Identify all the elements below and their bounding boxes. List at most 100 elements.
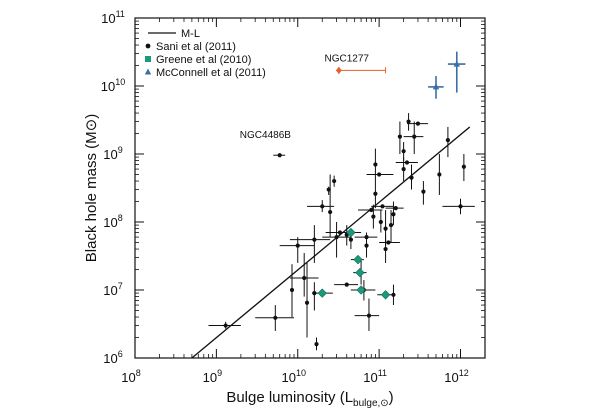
x-tick-label: 1010: [282, 368, 306, 385]
x-tick-label-base: 10: [444, 370, 458, 385]
data-point: [289, 287, 295, 293]
data-point: [332, 178, 337, 184]
data-point: [273, 315, 278, 320]
annotation-ngc1277: NGC1277: [325, 54, 370, 65]
data-point: [401, 166, 406, 172]
data-point: [364, 234, 369, 240]
data-point: [366, 313, 372, 318]
fit-line-m-l: [191, 126, 471, 359]
data-point: [326, 187, 331, 192]
y-tick-label-base: 10: [103, 351, 117, 366]
data-point: [383, 246, 388, 252]
series-greene-et-al-2010: [312, 227, 394, 300]
y-tick-label-exponent: 8: [118, 213, 123, 223]
data-point: [380, 204, 385, 209]
legend-item-m-l: M-L: [148, 28, 200, 40]
x-tick-label: 109: [203, 368, 222, 385]
data-point: [445, 138, 450, 143]
data-points-layer: [208, 51, 475, 351]
x-axis-label-close: ): [389, 389, 394, 406]
y-tick-label-base: 10: [103, 147, 117, 162]
data-point: [380, 290, 391, 300]
y-tick-label-exponent: 11: [116, 9, 125, 19]
x-tick-label-base: 10: [121, 370, 135, 385]
y-axis-label: Black hole mass (M⊙): [83, 114, 100, 262]
data-point: [302, 275, 307, 281]
data-point: [404, 160, 410, 165]
data-point: [312, 237, 317, 242]
legend-label: Greene et al (2010): [156, 54, 251, 66]
y-tick-label: 107: [103, 281, 122, 298]
data-point: [373, 191, 378, 196]
data-point: [391, 212, 396, 217]
data-point: [453, 60, 460, 67]
x-tick-label-exponent: 9: [217, 368, 222, 378]
data-point: [371, 214, 376, 219]
annotations-layer: NGC1277 NGC4486B: [240, 54, 370, 141]
data-point: [461, 164, 466, 169]
data-point: [377, 172, 382, 177]
data-point: [328, 209, 333, 215]
legend-dot-swatch: [145, 43, 151, 49]
y-tick-label-base: 10: [103, 283, 117, 298]
legend-item-mcconnell-et-al-2011: McConnell et al (2011): [144, 67, 266, 79]
data-point: [458, 204, 463, 209]
data-point: [346, 227, 356, 238]
data-point: [406, 119, 411, 124]
y-tick-label: 1010: [101, 77, 125, 94]
legend-label: McConnell et al (2011): [156, 67, 266, 79]
x-tick-label-exponent: 11: [378, 368, 387, 378]
data-point: [388, 223, 394, 228]
data-point: [415, 121, 421, 126]
x-axis-label-subscript: bulge,⊙: [353, 398, 389, 409]
y-tick-label: 109: [103, 145, 122, 162]
data-point: [304, 300, 310, 305]
legend-item-greene-et-al-2010: Greene et al (2010): [145, 54, 251, 66]
y-tick-label-exponent: 6: [118, 349, 123, 359]
data-point: [317, 288, 327, 298]
fit-line-layer: [191, 126, 471, 359]
x-tick-label: 108: [121, 368, 140, 385]
data-point: [223, 323, 228, 328]
plot-frame: [134, 17, 486, 359]
data-point: [373, 162, 378, 167]
series-ngc1277: [335, 66, 387, 75]
data-point: [412, 134, 417, 139]
legend-item-sani-et-al-2011: Sani et al (2011): [145, 41, 236, 53]
x-axis-label-main: Bulge luminosity (L: [226, 389, 353, 406]
data-point: [378, 219, 383, 225]
data-point: [355, 267, 365, 278]
data-point: [353, 254, 363, 265]
data-point: [409, 175, 414, 180]
legend-label: Sani et al (2011): [156, 41, 236, 53]
data-point: [393, 206, 398, 211]
legend-label: M-L: [181, 28, 200, 40]
x-tick-label-base: 10: [282, 370, 296, 385]
data-point: [344, 282, 349, 287]
x-tick-label-base: 10: [203, 370, 217, 385]
x-tick-label-exponent: 8: [136, 368, 141, 378]
data-point: [356, 285, 366, 295]
series-mcconnell-et-al-2011: [428, 51, 466, 99]
y-tick-label-base: 10: [101, 11, 115, 26]
y-tick-label-exponent: 7: [118, 281, 123, 291]
legend-triangle-swatch: [144, 68, 152, 75]
x-tick-label-exponent: 12: [459, 368, 469, 378]
y-tick-label: 108: [103, 213, 122, 230]
legend-square-swatch: [145, 56, 151, 62]
data-point: [314, 342, 319, 347]
x-tick-label: 1012: [444, 368, 468, 385]
x-tick-label-base: 10: [363, 370, 377, 385]
data-point: [432, 83, 440, 90]
data-point: [277, 153, 282, 158]
y-tick-label-base: 10: [101, 79, 115, 94]
data-point: [386, 240, 391, 245]
data-point: [369, 207, 374, 213]
data-point: [401, 149, 406, 154]
data-point: [397, 134, 403, 139]
data-point: [364, 243, 369, 248]
data-point: [335, 66, 342, 74]
data-point: [437, 172, 442, 177]
